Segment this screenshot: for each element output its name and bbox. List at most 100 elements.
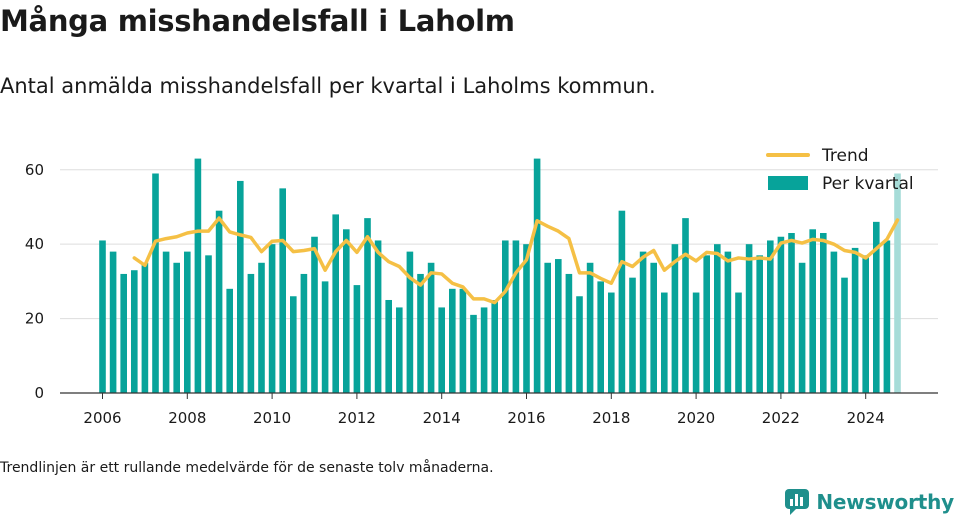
bars	[99, 158, 901, 393]
bar	[194, 158, 202, 393]
x-tick-label: 2024	[847, 409, 885, 427]
bar	[215, 210, 223, 393]
chart: 0 20 40 60 2006 2008 2010 2012 2014 2016 2018 2020 2…	[25, 146, 938, 427]
bar	[385, 299, 392, 393]
bar	[873, 221, 880, 393]
bar	[883, 240, 891, 393]
legend: Trend Per kvartal	[766, 146, 914, 194]
bar	[650, 262, 657, 393]
bar	[682, 218, 689, 393]
bar	[427, 262, 435, 393]
bar	[756, 255, 763, 393]
bar	[798, 262, 806, 393]
axes: 0 20 40 60 2006 2008 2010 2012 2014 2016 2018 2020 2…	[25, 161, 938, 427]
bar	[533, 158, 541, 393]
x-tick-label: 2010	[253, 409, 291, 427]
legend-bar-swatch	[768, 176, 808, 190]
bar	[597, 281, 604, 393]
y-tick-label: 0	[34, 384, 44, 402]
bar	[99, 240, 106, 393]
bar	[247, 273, 255, 393]
trend-line	[132, 216, 900, 305]
bar	[661, 292, 668, 393]
bar	[237, 180, 244, 393]
footnote: Trendlinjen är ett rullande medelvärde f…	[0, 460, 494, 476]
bar	[343, 229, 350, 393]
bar	[120, 273, 127, 393]
bar	[290, 296, 297, 393]
bar	[671, 244, 679, 393]
bar	[109, 251, 117, 393]
bar	[639, 251, 647, 393]
bar	[565, 273, 573, 393]
bar	[512, 240, 520, 393]
bar	[767, 240, 774, 393]
bar	[162, 251, 170, 393]
bar	[332, 214, 339, 393]
bar	[809, 229, 816, 393]
bar	[258, 262, 265, 393]
newsworthy-logo-icon	[785, 489, 810, 515]
bar	[374, 240, 382, 393]
bar	[438, 307, 445, 393]
bar	[470, 314, 477, 393]
bar	[777, 236, 785, 393]
bar	[459, 288, 467, 393]
bar	[502, 240, 509, 393]
bar	[449, 288, 456, 393]
bar	[894, 173, 901, 393]
y-tick-label: 60	[25, 161, 44, 179]
bar	[586, 262, 594, 393]
bar	[576, 296, 583, 393]
bar	[735, 292, 742, 393]
bar	[841, 277, 848, 393]
brand-logo: Newsworthy	[784, 488, 954, 516]
brand-name: Newsworthy	[816, 490, 954, 514]
bar	[417, 273, 424, 393]
bar	[321, 281, 329, 393]
bar	[311, 236, 318, 393]
bar	[279, 188, 286, 393]
bar	[618, 210, 626, 393]
x-tick-label: 2018	[592, 409, 630, 427]
bar	[692, 292, 700, 393]
bar	[406, 251, 414, 393]
bar	[703, 255, 710, 393]
trend-series	[132, 216, 900, 305]
bar	[523, 244, 530, 393]
x-tick-label: 2014	[423, 409, 461, 427]
legend-label-trend: Trend	[821, 146, 869, 166]
bar	[131, 270, 138, 393]
x-tick-label: 2012	[338, 409, 376, 427]
bar	[629, 277, 636, 393]
bar	[608, 292, 615, 393]
bar	[268, 244, 276, 393]
bar	[491, 299, 498, 393]
bar	[353, 285, 361, 393]
legend-label-per-kvartal: Per kvartal	[822, 174, 914, 194]
bar	[364, 218, 371, 393]
bar	[788, 233, 795, 393]
bar	[862, 255, 869, 393]
bar	[141, 262, 149, 393]
bar	[851, 247, 859, 393]
x-tick-label: 2008	[168, 409, 206, 427]
bar	[184, 251, 191, 393]
x-tick-label: 2006	[83, 409, 121, 427]
y-tick-label: 20	[25, 310, 44, 328]
y-tick-label: 40	[25, 235, 44, 253]
bar	[226, 288, 233, 393]
bar	[714, 244, 721, 393]
bar	[396, 307, 403, 393]
bar	[205, 255, 212, 393]
chart-subtitle: Antal anmälda misshandelsfall per kvarta…	[0, 74, 656, 98]
bar	[830, 251, 838, 393]
bar	[745, 244, 753, 393]
bar	[152, 173, 159, 393]
bar	[173, 262, 180, 393]
bar	[300, 273, 308, 393]
bar	[820, 233, 827, 393]
bar	[544, 262, 551, 393]
bar	[480, 307, 488, 393]
x-tick-label: 2020	[677, 409, 715, 427]
